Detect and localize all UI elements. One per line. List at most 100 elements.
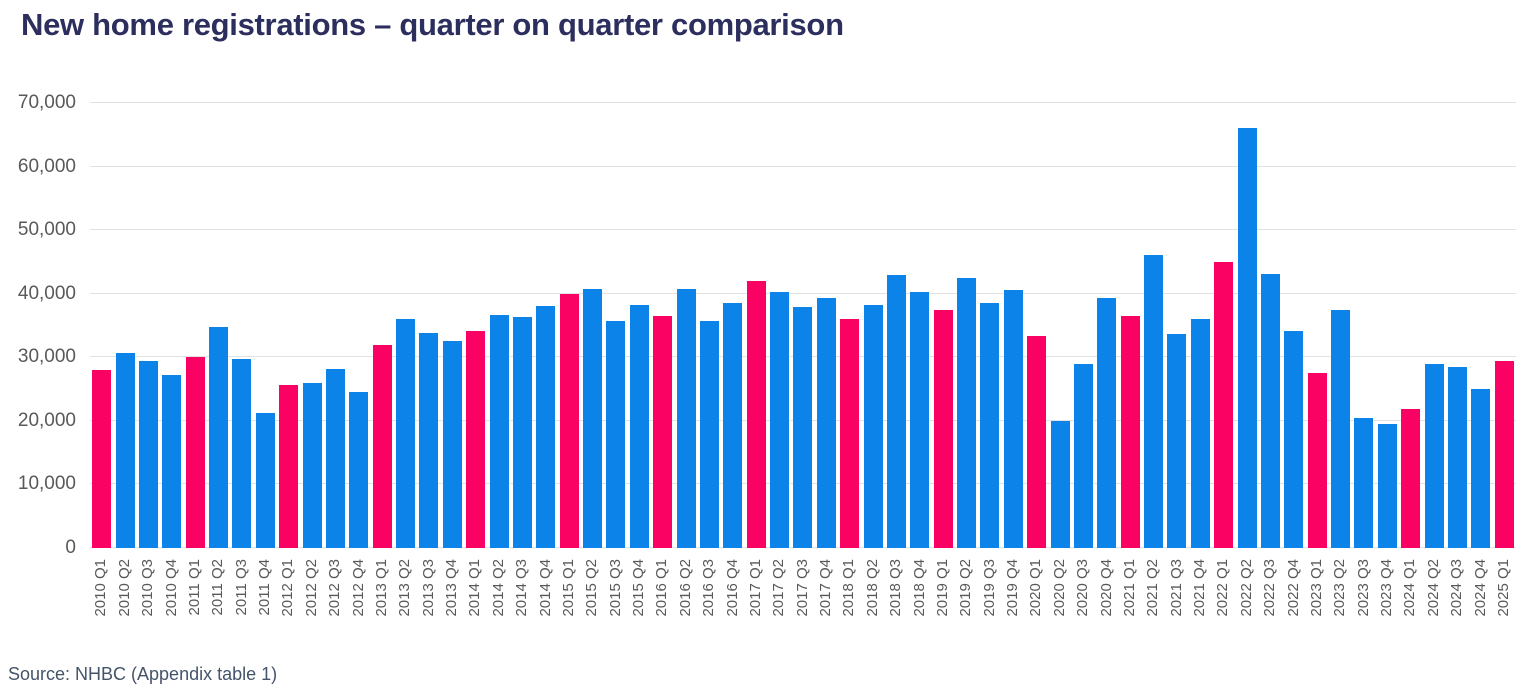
- x-tick-slot: 2014 Q2: [487, 552, 510, 647]
- x-tick-label: 2014 Q4: [536, 559, 554, 617]
- x-tick-slot: 2020 Q1: [1025, 552, 1048, 647]
- x-tick-label: 2011 Q3: [232, 559, 250, 616]
- x-tick-label: 2019 Q3: [980, 559, 998, 617]
- bar: [325, 368, 345, 548]
- x-tick-slot: 2011 Q2: [207, 552, 230, 647]
- bar-slot: [113, 103, 136, 548]
- bar-slot: [160, 103, 183, 548]
- bar: [816, 297, 836, 548]
- bar: [723, 302, 743, 548]
- x-tick-slot: 2022 Q1: [1212, 552, 1235, 647]
- bar-slot: [347, 103, 370, 548]
- x-tick-label: 2016 Q4: [723, 559, 741, 617]
- x-tick-label: 2012 Q2: [302, 559, 320, 617]
- bar: [699, 321, 719, 548]
- bar-slot: [417, 103, 440, 548]
- gridline: [90, 165, 1516, 167]
- x-tick-slot: 2021 Q3: [1165, 552, 1188, 647]
- bar: [840, 319, 860, 548]
- bar-slot: [1422, 103, 1445, 548]
- x-tick-label: 2024 Q1: [1401, 559, 1419, 617]
- x-tick-label: 2018 Q2: [863, 559, 881, 617]
- x-tick-label: 2012 Q4: [349, 559, 367, 617]
- x-tick-label: 2014 Q3: [513, 559, 531, 617]
- bar: [957, 277, 977, 548]
- x-tick-slot: 2017 Q2: [768, 552, 791, 647]
- x-tick-slot: 2023 Q3: [1352, 552, 1375, 647]
- x-tick-slot: 2021 Q4: [1189, 552, 1212, 647]
- x-tick-label: 2024 Q4: [1471, 559, 1489, 617]
- x-tick-label: 2020 Q1: [1027, 559, 1045, 617]
- x-tick-label: 2019 Q2: [957, 559, 975, 617]
- bar-slot: [768, 103, 791, 548]
- bar: [1237, 128, 1257, 548]
- y-tick-label: 0: [65, 537, 76, 558]
- x-tick-label: 2024 Q3: [1448, 559, 1466, 617]
- bar-slot: [885, 103, 908, 548]
- bars-area: [90, 103, 1516, 548]
- x-tick-label: 2010 Q1: [92, 559, 110, 617]
- x-tick-label: 2014 Q1: [466, 559, 484, 617]
- bar-slot: [1376, 103, 1399, 548]
- y-tick-label: 40,000: [17, 282, 76, 304]
- x-tick-slot: 2018 Q1: [838, 552, 861, 647]
- bar: [793, 307, 813, 548]
- bar-slot: [207, 103, 230, 548]
- x-tick-slot: 2013 Q3: [417, 552, 440, 647]
- x-tick-slot: 2023 Q2: [1329, 552, 1352, 647]
- bar-slot: [955, 103, 978, 548]
- bar-slot: [838, 103, 861, 548]
- bar-slot: [745, 103, 768, 548]
- bar: [980, 302, 1000, 548]
- y-axis: 0 10,000 20,000 30,000 40,000 50,000 60,000 70,…: [0, 92, 76, 558]
- x-tick-slot: 2019 Q1: [932, 552, 955, 647]
- bar-slot: [1469, 103, 1492, 548]
- plot-area: [90, 102, 1516, 548]
- y-tick-label: 70,000: [17, 92, 76, 113]
- x-tick-label: 2023 Q1: [1307, 559, 1325, 617]
- bar-slot: [1165, 103, 1188, 548]
- bar-slot: [254, 103, 277, 548]
- x-tick-slot: 2011 Q4: [254, 552, 277, 647]
- bar-slot: [581, 103, 604, 548]
- gridline: [90, 229, 1516, 231]
- x-tick-slot: 2017 Q4: [815, 552, 838, 647]
- x-tick-slot: 2011 Q1: [184, 552, 207, 647]
- bar-slot: [464, 103, 487, 548]
- bar-slot: [932, 103, 955, 548]
- x-tick-slot: 2024 Q4: [1469, 552, 1492, 647]
- x-tick-slot: 2015 Q3: [604, 552, 627, 647]
- x-tick-slot: 2021 Q1: [1119, 552, 1142, 647]
- bar-slot: [1142, 103, 1165, 548]
- x-tick-label: 2014 Q2: [489, 559, 507, 617]
- x-tick-label: 2018 Q3: [887, 559, 905, 617]
- x-tick-label: 2013 Q3: [419, 559, 437, 617]
- x-tick-slot: 2022 Q4: [1282, 552, 1305, 647]
- bar: [1424, 364, 1444, 548]
- x-tick-label: 2015 Q4: [630, 559, 648, 617]
- x-tick-label: 2015 Q2: [583, 559, 601, 617]
- x-tick-slot: 2023 Q1: [1306, 552, 1329, 647]
- bar: [910, 292, 930, 548]
- bar: [559, 293, 579, 548]
- bar-slot: [230, 103, 253, 548]
- y-tick-label: 20,000: [17, 409, 76, 431]
- bar-slot: [558, 103, 581, 548]
- x-tick-label: 2024 Q2: [1424, 559, 1442, 617]
- bar: [886, 274, 906, 548]
- bar: [115, 352, 135, 548]
- x-tick-slot: 2018 Q4: [908, 552, 931, 647]
- x-tick-slot: 2015 Q4: [628, 552, 651, 647]
- x-tick-slot: 2012 Q1: [277, 552, 300, 647]
- x-tick-slot: 2012 Q2: [300, 552, 323, 647]
- x-tick-slot: 2018 Q2: [861, 552, 884, 647]
- bar: [1307, 373, 1327, 548]
- bar: [92, 370, 112, 548]
- bar: [396, 319, 416, 548]
- bar-slot: [1282, 103, 1305, 548]
- bar: [1331, 310, 1351, 548]
- bar-slot: [534, 103, 557, 548]
- bar: [606, 321, 626, 548]
- x-tick-label: 2011 Q4: [256, 559, 274, 616]
